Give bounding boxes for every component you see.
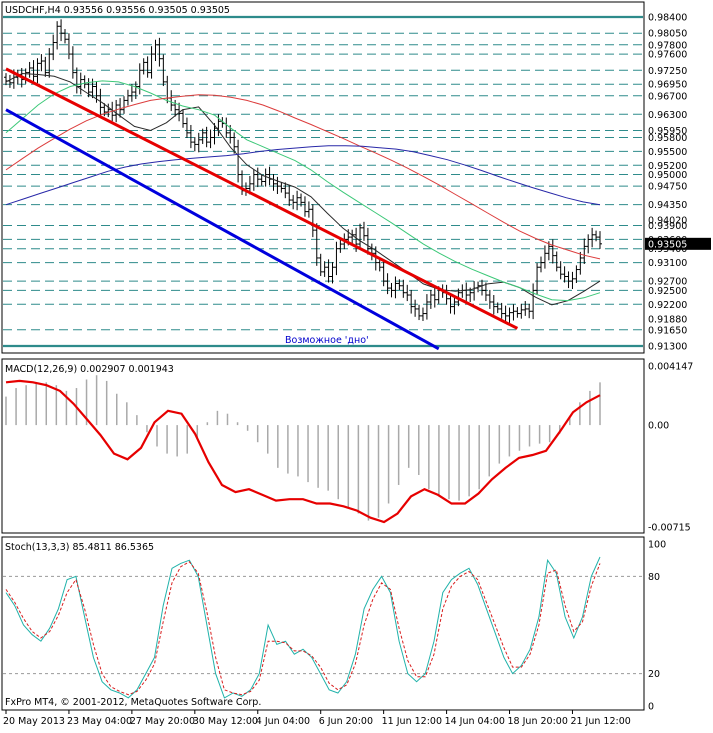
price-tick-label: 0.96300	[648, 110, 687, 121]
time-tick-label: 18 Jun 20:00	[508, 716, 568, 727]
price-tick-label: 0.97800	[648, 40, 687, 51]
price-tick-label: 0.93100	[648, 258, 687, 269]
moving-average-line	[5, 72, 601, 306]
time-tick-label: 23 May 04:00	[67, 716, 132, 727]
time-tick-label: 21 Jun 12:00	[570, 716, 630, 727]
price-tick-label: 0.92200	[648, 300, 687, 311]
current-price-marker	[645, 237, 711, 250]
stoch-tick-label: 20	[648, 669, 660, 680]
time-tick-label: 20 May 2013	[3, 716, 65, 727]
annotation-bottom: Возможное 'дно'	[285, 335, 369, 346]
trendline	[5, 108, 440, 351]
moving-average-line	[5, 94, 601, 260]
moving-average-line	[5, 145, 601, 206]
price-tick-label: 0.95000	[648, 170, 687, 181]
trendlines	[5, 67, 519, 351]
price-tick-label: 0.94350	[648, 200, 687, 211]
price-tick-label: 0.92500	[648, 286, 687, 297]
copyright-label: FxPro MT4, © 2001-2012, MetaQuotes Softw…	[5, 697, 261, 708]
trendline	[5, 67, 519, 330]
time-tick-label: 30 May 12:00	[193, 716, 258, 727]
price-tick-label: 0.92700	[648, 277, 687, 288]
macd-signal-line	[5, 379, 601, 524]
stochastic-plot: 100 80 20 0	[3, 540, 666, 713]
price-tick-label: 0.94750	[648, 182, 687, 193]
moving-averages	[5, 72, 601, 306]
price-tick-label: 0.91880	[648, 315, 687, 326]
price-tick-label: 0.97600	[648, 50, 687, 61]
stoch-main-line	[5, 556, 601, 699]
price-tick-label: 0.93900	[648, 221, 687, 232]
price-tick-label: 0.96950	[648, 80, 687, 91]
macd-title: MACD(12,26,9) 0.002907 0.001943	[5, 364, 174, 375]
current-price-label: 0.93505	[648, 239, 687, 250]
price-tick-label: 0.95800	[648, 133, 687, 144]
stoch-tick-label: 100	[648, 540, 666, 551]
support-resistance-levels	[3, 15, 643, 348]
time-tick-label: 11 Jun 12:00	[382, 716, 442, 727]
macd-tick-label: 0.004147	[648, 362, 693, 373]
stoch-signal-line	[5, 561, 601, 696]
time-tick-label: 14 Jun 04:00	[445, 716, 505, 727]
macd-tick-label: 0.00	[648, 421, 669, 432]
time-tick-label: 6 Jun 20:00	[319, 716, 373, 727]
moving-average-line	[5, 80, 601, 302]
stoch-tick-label: 80	[648, 572, 660, 583]
price-tick-label: 0.97250	[648, 66, 687, 77]
symbol-header: USDCHF,H4 0.93556 0.93556 0.93505 0.9350…	[5, 5, 230, 16]
price-tick-label: 0.96700	[648, 91, 687, 102]
macd-tick-label: -0.00715	[648, 523, 691, 534]
price-panel	[1, 1, 645, 354]
time-tick-label: 27 May 20:00	[130, 716, 195, 727]
price-tick-label: 0.98050	[648, 29, 687, 40]
price-tick-label: 0.91300	[648, 342, 687, 353]
price-tick-label: 0.95500	[648, 147, 687, 158]
stochastic-panel	[1, 536, 645, 711]
price-tick-label: 0.98400	[648, 13, 687, 24]
stoch-title: Stoch(13,3,3) 85.4811 86.5365	[5, 542, 154, 553]
price-tick-label: 0.91650	[648, 325, 687, 336]
price-tick-label: 0.94020	[648, 215, 687, 226]
time-tick-label: 4 Jun 04:00	[256, 716, 310, 727]
macd-panel	[1, 358, 645, 534]
price-tick-label: 0.95200	[648, 161, 687, 172]
macd-plot: 0.004147 0.00 -0.00715	[5, 362, 693, 534]
stoch-tick-label: 0	[648, 702, 654, 713]
price-tick-label: 0.95950	[648, 126, 687, 137]
